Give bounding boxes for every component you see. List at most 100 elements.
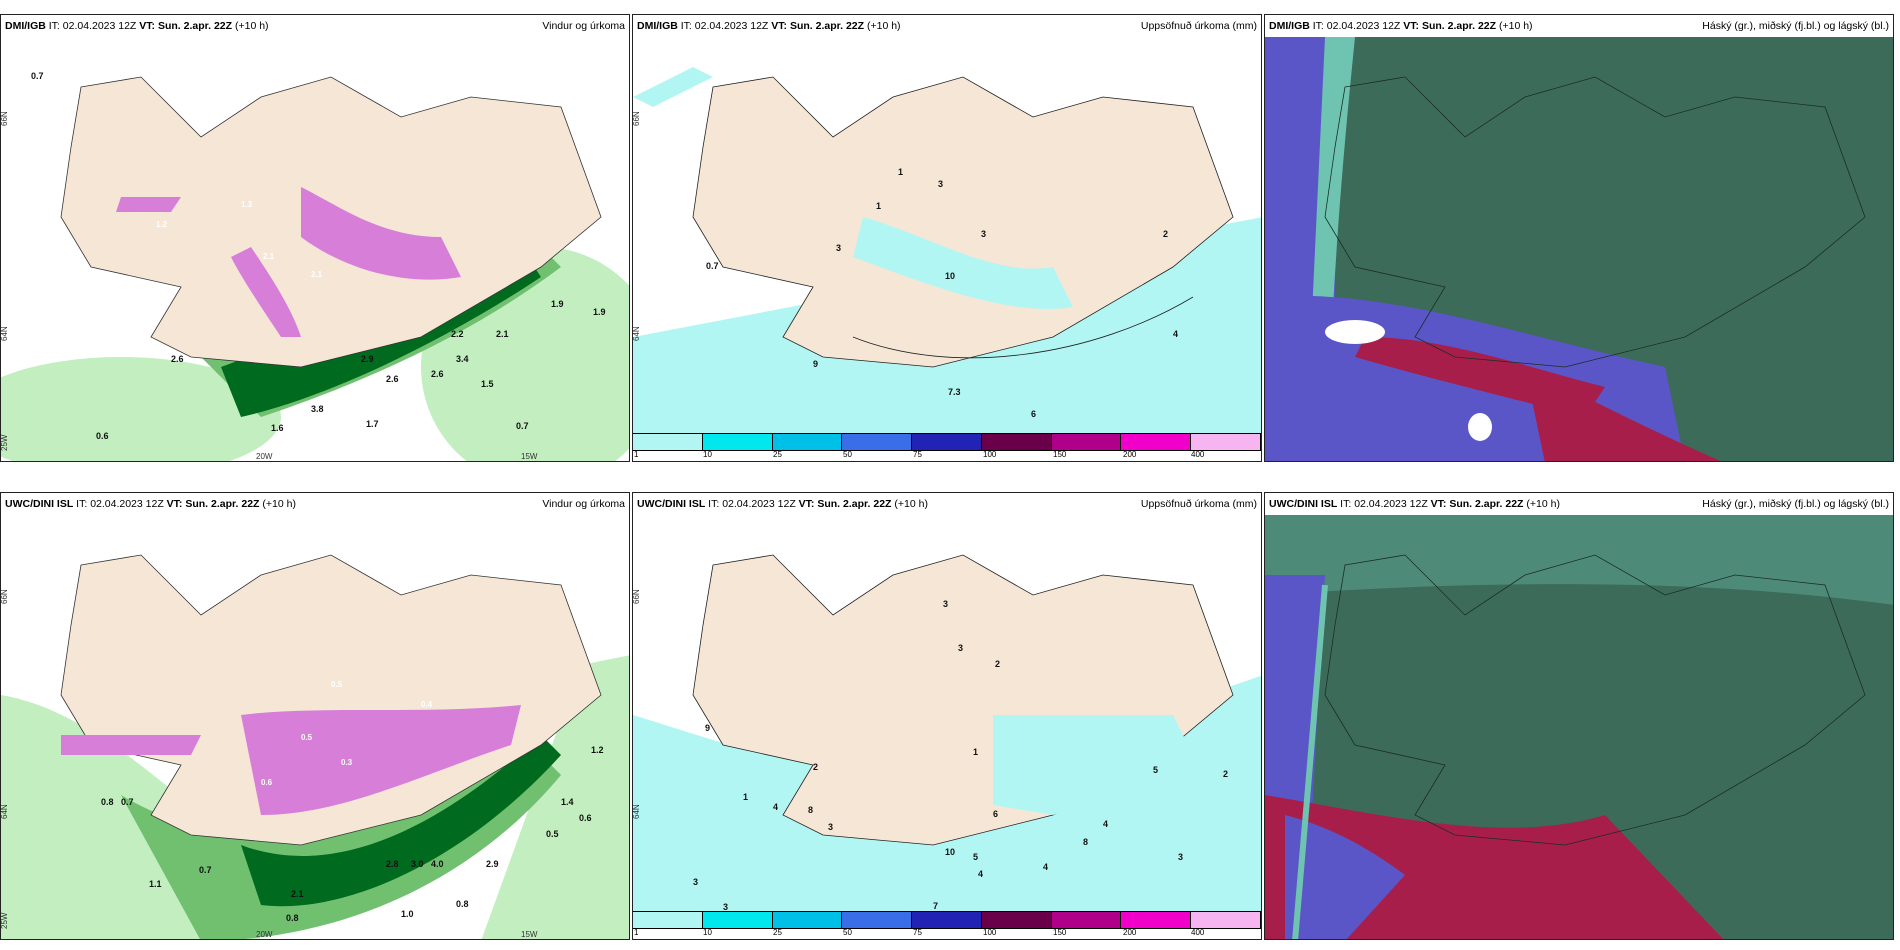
- legend-swatch: [912, 434, 982, 450]
- legend-swatch: [633, 912, 703, 928]
- vt-label: VT:: [771, 20, 788, 32]
- lon-label: 25W: [1, 912, 9, 929]
- vt-value: Sun. 2.apr. 22Z: [1449, 498, 1524, 510]
- vt-label: VT:: [798, 498, 815, 510]
- legend-swatch: [981, 912, 1052, 928]
- legend-tick: 100: [983, 450, 997, 459]
- it-label: IT:: [1340, 498, 1352, 510]
- precip-value: 3: [1178, 852, 1183, 862]
- precip-value: 7: [933, 901, 938, 911]
- panel-header: DMI/IGB IT: 02.04.2023 12Z VT: Sun. 2.ap…: [1265, 15, 1893, 37]
- accumulated-precip-map: 66N 64N 1 3 1 3 3 0.7 10 2 4 9 6 7.3: [633, 37, 1261, 461]
- precip-value: 10: [945, 847, 955, 857]
- wind-precip-map: 66N 64N 25W 20W 15W 0.7 1.2 1.3 2.1 2.1 …: [1, 37, 629, 461]
- wind-value: 0.6: [96, 431, 109, 441]
- legend-tick: 50: [843, 450, 852, 459]
- vt-label: VT:: [1430, 498, 1447, 510]
- wind-value: 1.4: [561, 797, 574, 807]
- wind-value: 0.7: [516, 421, 529, 431]
- wind-value: 0.8: [456, 899, 469, 909]
- legend-swatch: [842, 912, 913, 928]
- wind-value: 2.9: [361, 354, 374, 364]
- legend-swatch: [702, 912, 773, 928]
- wind-value: 1.7: [366, 419, 379, 429]
- precip-value: 2: [1223, 769, 1228, 779]
- it-value: 02.04.2023 12Z: [1354, 498, 1428, 510]
- wind-value: 0.8: [286, 913, 299, 923]
- lead-time: (+10 h): [1526, 498, 1560, 510]
- wind-value: 4.0: [431, 859, 444, 869]
- wind-value: 3.4: [456, 354, 469, 364]
- panel-top-mid: DMI/IGB IT: 02.04.2023 12Z VT: Sun. 2.ap…: [632, 14, 1262, 462]
- legend-swatch: [1191, 912, 1261, 928]
- legend-tick: 100: [983, 928, 997, 937]
- precip-value: 1: [973, 747, 978, 757]
- lat-label: 64N: [1, 804, 9, 819]
- model-label: UWC/DINI ISL: [637, 498, 706, 510]
- precip-value: 2: [1163, 229, 1168, 239]
- precip-value: 1: [743, 792, 748, 802]
- legend-tick: 400: [1191, 450, 1205, 459]
- wind-value: 1.6: [271, 423, 284, 433]
- lead-time: (+10 h): [894, 498, 928, 510]
- panel-title: Háský (gr.), miðský (fj.bl.) og lágský (…: [1702, 20, 1889, 32]
- wind-value: 2.9: [486, 859, 499, 869]
- wind-precip-map: 66N 64N 25W 20W 15W 0.5 0.4 0.3 0.5 0.6 …: [1, 515, 629, 939]
- wind-value: 0.5: [301, 733, 313, 742]
- legend-ticks: 1 10 25 50 75 100 150 200 400: [633, 450, 1261, 461]
- it-value: 02.04.2023 12Z: [694, 20, 769, 32]
- panel-bottom-right: UWC/DINI ISL IT: 02.04.2023 12Z VT: Sun.…: [1264, 492, 1894, 940]
- wind-value: 0.7: [199, 865, 212, 875]
- model-label: UWC/DINI ISL: [5, 498, 74, 510]
- vt-label: VT:: [166, 498, 183, 510]
- precip-value: 3: [828, 822, 833, 832]
- accumulated-precip-map: 66N 64N 3 3 2 9 1 1 2 3 4 8 3 3 7 10 5 4…: [633, 515, 1261, 939]
- it-label: IT:: [1312, 20, 1324, 32]
- legend-tick: 200: [1123, 450, 1137, 459]
- legend-swatch: [772, 912, 843, 928]
- wind-value: 2.6: [431, 369, 444, 379]
- precip-value: 3: [693, 877, 698, 887]
- precip-color-legend: 1 10 25 50 75 100 150 200 400: [633, 433, 1261, 461]
- panel-header: UWC/DINI ISL IT: 02.04.2023 12Z VT: Sun.…: [633, 493, 1261, 515]
- it-value: 02.04.2023 12Z: [90, 498, 164, 510]
- vt-value: Sun. 2.apr. 22Z: [1421, 20, 1497, 32]
- lat-label: 64N: [633, 326, 641, 341]
- it-value: 02.04.2023 12Z: [722, 498, 796, 510]
- wind-value: 0.7: [31, 71, 44, 81]
- panel-header: UWC/DINI ISL IT: 02.04.2023 12Z VT: Sun.…: [1, 493, 629, 515]
- model-label: DMI/IGB: [1269, 20, 1310, 32]
- lat-label: 66N: [633, 589, 641, 604]
- legend-tick: 75: [913, 928, 922, 937]
- cloud-cover-map: [1265, 515, 1893, 939]
- lat-label: 66N: [1, 111, 9, 126]
- vt-label: VT:: [1403, 20, 1420, 32]
- precip-value: 4: [1043, 862, 1048, 872]
- lead-time: (+10 h): [262, 498, 296, 510]
- precip-value: 6: [1031, 409, 1036, 419]
- lead-time: (+10 h): [1498, 20, 1533, 32]
- legend-swatch: [702, 434, 773, 450]
- lead-time: (+10 h): [866, 20, 901, 32]
- legend-swatch: [1121, 434, 1192, 450]
- legend-swatches: [633, 433, 1261, 451]
- wind-value: 0.6: [579, 813, 592, 823]
- precip-color-legend: 1 10 25 50 75 100 150 200 400: [633, 911, 1261, 939]
- wind-value: 0.7: [121, 797, 134, 807]
- lat-label: 66N: [633, 111, 641, 126]
- lon-label: 20W: [256, 930, 273, 939]
- precip-value: 7.3: [948, 387, 961, 397]
- lat-label: 66N: [1, 589, 9, 604]
- precip-value: 3: [836, 243, 841, 253]
- wind-value: 2.2: [451, 329, 464, 339]
- precip-value: 3: [958, 643, 963, 653]
- legend-tick: 400: [1191, 928, 1205, 937]
- panel-title: Vindur og úrkoma: [542, 20, 625, 32]
- legend-swatch: [1191, 434, 1261, 450]
- legend-tick: 75: [913, 450, 922, 459]
- panel-header: DMI/IGB IT: 02.04.2023 12Z VT: Sun. 2.ap…: [1, 15, 629, 37]
- panel-header: UWC/DINI ISL IT: 02.04.2023 12Z VT: Sun.…: [1265, 493, 1893, 515]
- legend-tick: 1: [634, 450, 639, 459]
- legend-swatches: [633, 911, 1261, 929]
- precip-value: 9: [705, 723, 710, 733]
